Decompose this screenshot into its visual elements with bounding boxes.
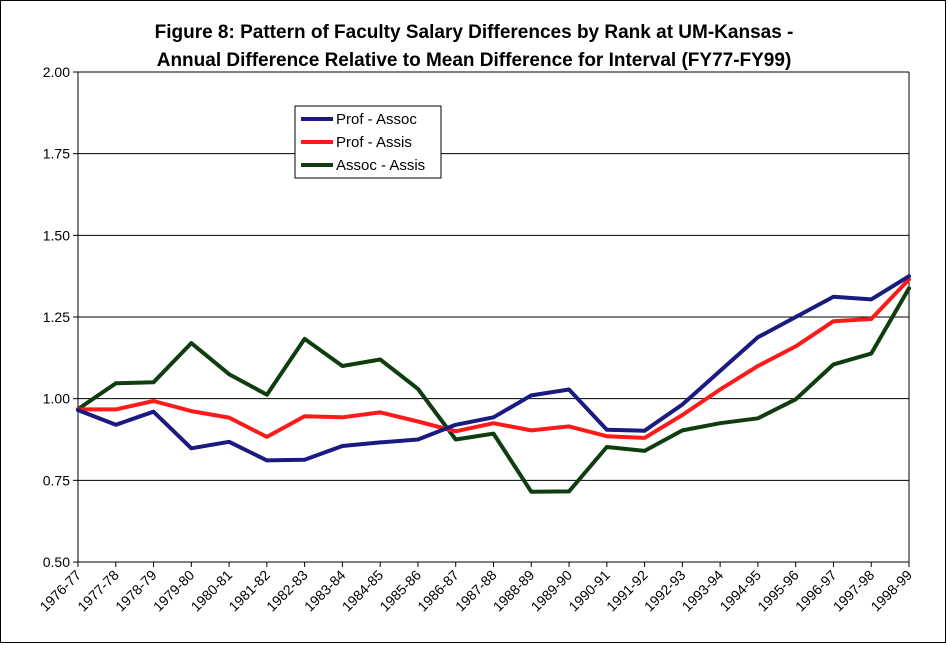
chart-title: Figure 8: Pattern of Faculty Salary Diff… <box>155 22 794 43</box>
y-tick-label: 1.75 <box>43 146 70 162</box>
y-tick-label: 0.50 <box>43 554 70 570</box>
series-line-prof-assis <box>76 277 911 440</box>
series-line-assoc-assis <box>76 286 911 494</box>
grid-lines <box>78 71 909 481</box>
legend-label: Assoc - Assis <box>336 157 425 174</box>
legend: Prof - Assoc Prof - Assis Assoc - Assis <box>294 105 442 179</box>
series-line-prof-assoc <box>76 274 911 463</box>
y-tick-label: 0.75 <box>43 472 70 488</box>
y-tick-label: 2.00 <box>43 64 70 80</box>
y-tick-label: 1.00 <box>43 391 70 407</box>
legend-label: Prof - Assis <box>336 134 412 151</box>
series-lines <box>76 274 911 494</box>
y-tick-label: 1.25 <box>43 309 70 325</box>
y-tick-label: 1.50 <box>43 227 70 243</box>
chart-subtitle: Annual Difference Relative to Mean Diffe… <box>157 50 792 71</box>
y-axis-ticks: 0.50 0.75 1.00 1.25 1.50 1.75 2.00 <box>43 64 78 570</box>
legend-label: Prof - Assoc <box>336 111 417 128</box>
x-axis-ticks: 1976-771977-781978-791979-801980-811981-… <box>36 562 915 614</box>
x-tick-label: 1998-99 <box>867 567 915 615</box>
